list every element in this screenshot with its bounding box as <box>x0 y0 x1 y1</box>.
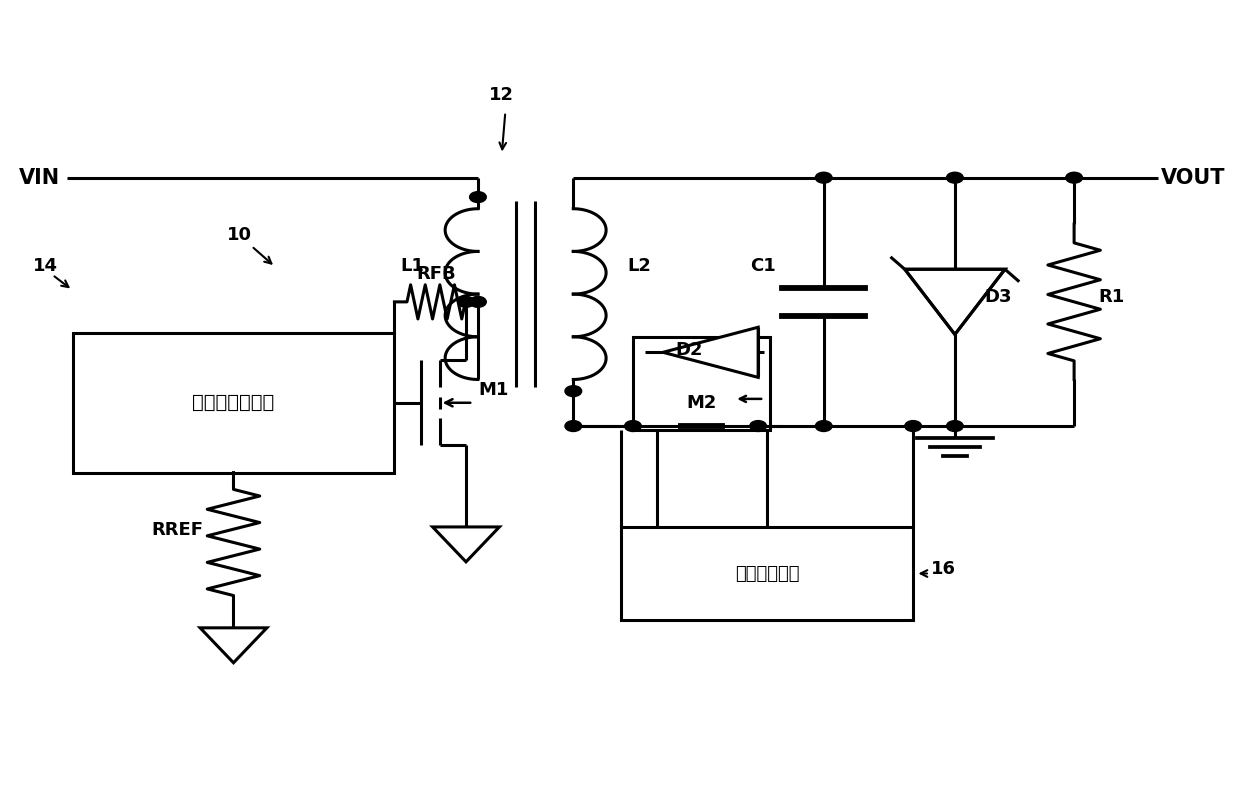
Text: C1: C1 <box>750 257 776 275</box>
Polygon shape <box>663 327 758 378</box>
Circle shape <box>470 296 486 307</box>
Bar <box>72 333 394 472</box>
Text: RFB: RFB <box>417 265 456 283</box>
Text: D3: D3 <box>985 288 1012 306</box>
Circle shape <box>565 386 582 397</box>
Circle shape <box>816 420 832 431</box>
Text: D2: D2 <box>676 340 703 359</box>
Circle shape <box>1065 172 1083 183</box>
Text: 14: 14 <box>32 257 57 275</box>
Text: 10: 10 <box>227 226 252 244</box>
Circle shape <box>946 420 963 431</box>
Text: M2: M2 <box>686 393 717 412</box>
Text: M1: M1 <box>477 381 508 399</box>
Text: 16: 16 <box>931 559 956 577</box>
Text: RREF: RREF <box>151 521 203 539</box>
Circle shape <box>565 420 582 431</box>
Circle shape <box>750 420 766 431</box>
Text: L1: L1 <box>401 257 424 275</box>
Circle shape <box>905 420 921 431</box>
Circle shape <box>458 296 475 307</box>
Polygon shape <box>905 269 1004 334</box>
Text: 输出调节与控制: 输出调节与控制 <box>192 393 274 412</box>
Text: R1: R1 <box>1097 288 1125 306</box>
Text: L2: L2 <box>627 257 651 275</box>
Bar <box>621 527 913 620</box>
Text: VIN: VIN <box>19 167 60 188</box>
Text: VOUT: VOUT <box>1161 167 1225 188</box>
Text: 同步切换控制: 同步切换控制 <box>735 565 800 582</box>
Circle shape <box>625 420 641 431</box>
Circle shape <box>470 192 486 202</box>
Circle shape <box>816 172 832 183</box>
Bar <box>632 337 770 430</box>
Text: 12: 12 <box>490 86 515 104</box>
Circle shape <box>946 172 963 183</box>
